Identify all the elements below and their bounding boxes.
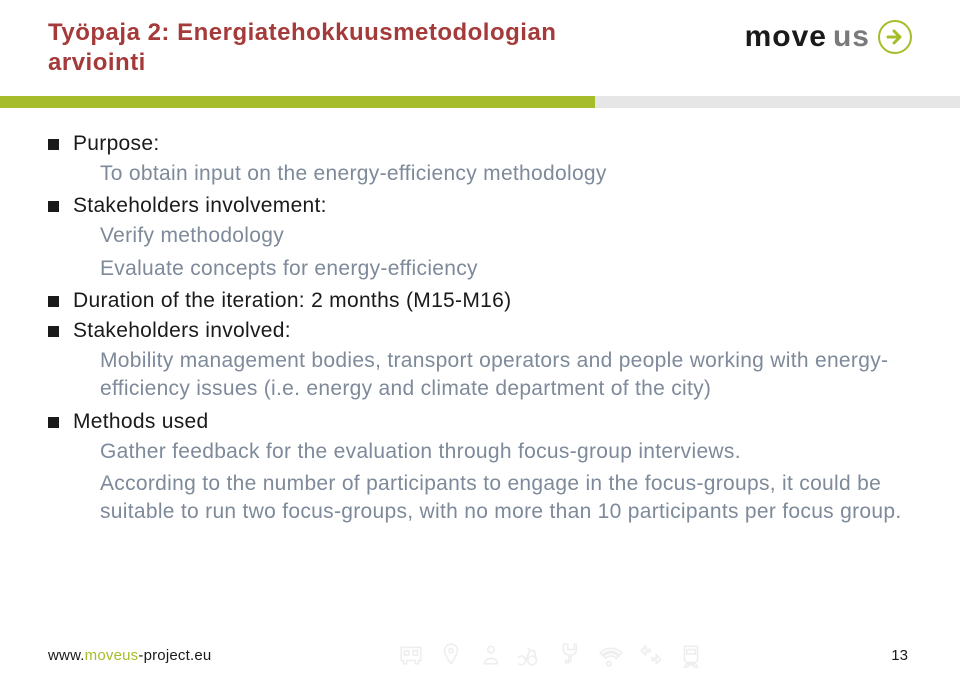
bullet-item: Duration of the iteration: 2 months (M15… bbox=[48, 289, 912, 313]
bullet-body: To obtain input on the energy-efficiency… bbox=[100, 160, 912, 188]
page-title: Työpaja 2: Energiatehokkuusmetodologian … bbox=[48, 18, 608, 78]
bullet-square-icon bbox=[48, 201, 59, 212]
bus-icon bbox=[398, 642, 424, 668]
bullet-square-icon bbox=[48, 417, 59, 428]
footer: www.moveus-project.eu 13 bbox=[0, 642, 960, 668]
train-icon bbox=[678, 642, 704, 668]
person-icon bbox=[478, 642, 504, 668]
arrows-icon bbox=[638, 642, 664, 668]
bullet-body-line: To obtain input on the energy-efficiency… bbox=[100, 160, 912, 188]
bullet-body-line: According to the number of participants … bbox=[100, 470, 912, 527]
bullet-body: Gather feedback for the evaluation throu… bbox=[100, 438, 912, 527]
bullet-item: Purpose: To obtain input on the energy-ef… bbox=[48, 132, 912, 188]
bullet-heading: Purpose: bbox=[73, 132, 912, 156]
bullet-body-line: Evaluate concepts for energy-efficiency bbox=[100, 255, 912, 283]
bullet-square-icon bbox=[48, 296, 59, 307]
plug-icon bbox=[558, 642, 584, 668]
bullet-heading: Duration of the iteration: 2 months (M15… bbox=[73, 289, 912, 313]
bullet-list: Purpose: To obtain input on the energy-ef… bbox=[48, 132, 912, 527]
bullet-body-line: Mobility management bodies, transport op… bbox=[100, 347, 912, 404]
bullet-item: Stakeholders involvement: Verify methodol… bbox=[48, 194, 912, 283]
accent-bar bbox=[0, 96, 960, 108]
bullet-heading: Stakeholders involved: bbox=[73, 319, 912, 343]
logo-text: moveus bbox=[745, 20, 870, 54]
bike-icon bbox=[518, 642, 544, 668]
page-number: 13 bbox=[891, 647, 908, 664]
bullet-item: Stakeholders involved: Mobility managemen… bbox=[48, 319, 912, 404]
moveus-logo: moveus bbox=[745, 18, 912, 54]
arrow-icon bbox=[878, 20, 912, 54]
wifi-icon bbox=[598, 642, 624, 668]
footer-url-suffix: -project.eu bbox=[138, 647, 211, 664]
bullet-square-icon bbox=[48, 139, 59, 150]
bullet-body: Mobility management bodies, transport op… bbox=[100, 347, 912, 404]
pin-icon bbox=[438, 642, 464, 668]
bullet-body-line: Verify methodology bbox=[100, 222, 912, 250]
bullet-heading: Stakeholders involvement: bbox=[73, 194, 912, 218]
footer-url-highlight: moveus bbox=[85, 647, 139, 664]
content: Purpose: To obtain input on the energy-ef… bbox=[0, 108, 960, 527]
header: Työpaja 2: Energiatehokkuusmetodologian … bbox=[0, 0, 960, 78]
bullet-body-line: Gather feedback for the evaluation throu… bbox=[100, 438, 912, 466]
footer-icons bbox=[398, 642, 704, 668]
bullet-heading: Methods used bbox=[73, 410, 912, 434]
bullet-item: Methods used Gather feedback for the eval… bbox=[48, 410, 912, 527]
footer-url-prefix: www. bbox=[48, 647, 85, 664]
bullet-square-icon bbox=[48, 326, 59, 337]
bullet-body: Verify methodology Evaluate concepts for … bbox=[100, 222, 912, 283]
footer-url: www.moveus-project.eu bbox=[48, 647, 211, 664]
